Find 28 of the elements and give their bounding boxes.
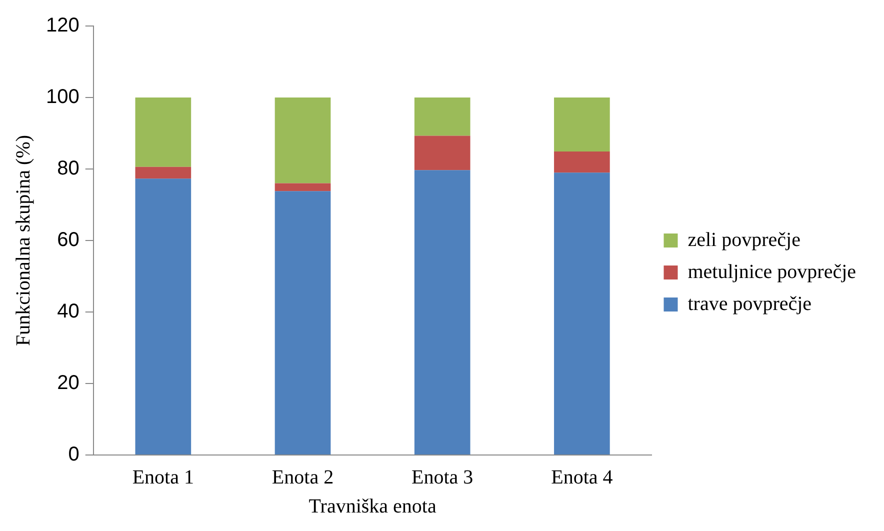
- bar: [414, 136, 470, 170]
- bar: [135, 178, 192, 454]
- bar: [135, 98, 192, 167]
- legend-label: metuljnice povprečje: [688, 260, 856, 283]
- y-tick-label: 0: [68, 444, 80, 466]
- bar: [274, 183, 331, 192]
- y-axis-title: Funkcionalna skupina (%): [12, 134, 34, 346]
- bar: [274, 98, 331, 184]
- x-tick-label: Enota 1: [132, 466, 194, 488]
- x-tick-label: Enota 3: [412, 466, 474, 488]
- legend-label: zeli povprečje: [688, 228, 801, 251]
- bar: [554, 151, 610, 173]
- y-tick-label: 120: [46, 14, 80, 37]
- y-tick-label: 20: [57, 372, 80, 394]
- bar: [414, 98, 470, 136]
- x-axis-title: Travniška enota: [308, 495, 436, 518]
- bar: [274, 191, 331, 454]
- bar: [414, 170, 470, 454]
- y-tick-label: 80: [57, 158, 80, 180]
- y-tick-label: 100: [46, 86, 80, 108]
- bar: [554, 172, 610, 454]
- bar: [135, 166, 192, 179]
- y-tick-label: 60: [57, 229, 80, 252]
- x-tick-label: Enota 4: [551, 466, 613, 488]
- y-tick-label: 40: [57, 300, 80, 323]
- legend-label: trave povprečje: [688, 292, 812, 315]
- bar: [554, 98, 610, 152]
- x-tick-label: Enota 2: [272, 466, 334, 488]
